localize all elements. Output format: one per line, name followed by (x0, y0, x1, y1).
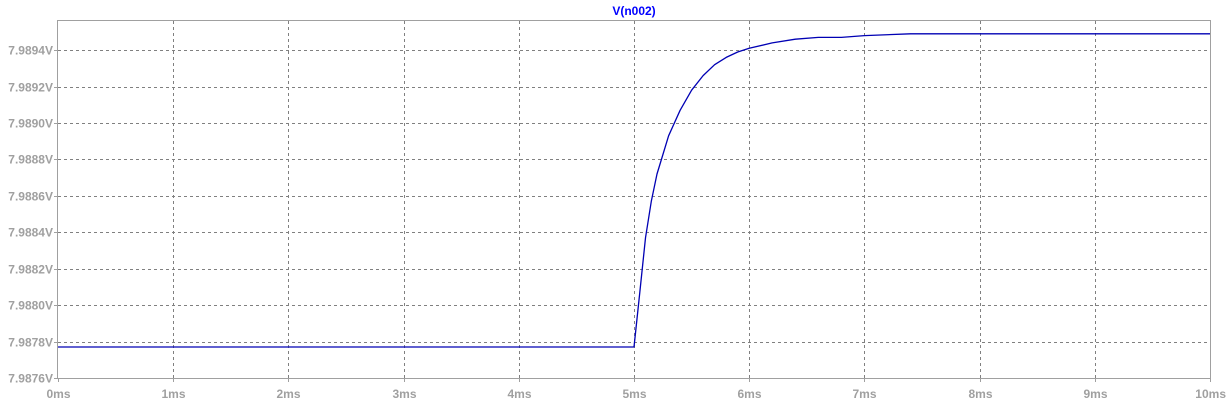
y-tick-label: 7.9876V (8, 372, 53, 386)
y-tick-label: 7.9888V (8, 153, 53, 167)
x-tick-label: 4ms (507, 387, 531, 401)
y-tick-label: 7.9886V (8, 190, 53, 204)
y-tick-label: 7.9890V (8, 117, 53, 131)
x-tick-label: 3ms (392, 387, 416, 401)
x-tick-label: 5ms (622, 387, 646, 401)
x-tick-label: 8ms (968, 387, 992, 401)
y-tick-label: 7.9892V (8, 81, 53, 95)
x-tick-label: 6ms (737, 387, 761, 401)
x-tick-label: 0ms (46, 387, 70, 401)
y-tick-label: 7.9880V (8, 299, 53, 313)
x-tick-label: 9ms (1083, 387, 1107, 401)
x-tick-label: 10ms (1195, 387, 1226, 401)
plot-frame (57, 20, 1211, 379)
x-axis: 0ms 1ms 2ms 3ms 4ms 5ms 6ms 7ms 8ms 9ms 10ms (46, 378, 1226, 401)
y-tick-label: 7.9894V (8, 44, 53, 58)
plot-title[interactable]: V(n002) (612, 4, 655, 18)
x-tick-label: 1ms (161, 387, 185, 401)
trace-v-n002[interactable] (58, 33, 1210, 348)
grid (58, 21, 1210, 378)
x-tick-label: 7ms (852, 387, 876, 401)
y-tick-label: 7.9882V (8, 263, 53, 277)
trace-layer (58, 33, 1210, 348)
y-axis: 7.9876V 7.9878V 7.9880V 7.9882V 7.9884V 7.988… (8, 44, 58, 386)
x-tick-label: 2ms (276, 387, 300, 401)
y-tick-label: 7.9878V (8, 336, 53, 350)
y-tick-label: 7.9884V (8, 226, 53, 240)
